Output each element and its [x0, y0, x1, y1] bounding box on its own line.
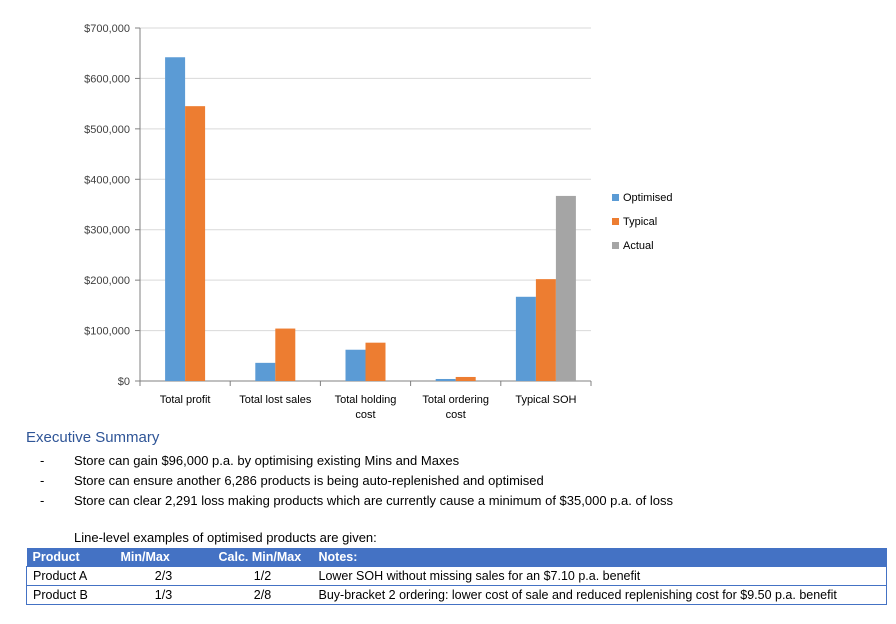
bar-optimised: [515, 296, 536, 381]
header-product: Product: [32, 550, 80, 564]
legend-swatch-actual: [612, 242, 619, 249]
bar-typical: [535, 279, 556, 381]
bullet-dash: -: [40, 493, 45, 508]
legend-swatch-optimised: [612, 194, 619, 201]
bar-optimised: [255, 362, 276, 381]
bullet-dash: -: [40, 473, 45, 488]
cell-notes: Lower SOH without missing sales for an $…: [312, 566, 887, 586]
examples-intro: Line-level examples of optimised product…: [74, 530, 377, 545]
category-label: cost: [355, 409, 375, 421]
legend-swatch-typical: [612, 218, 619, 225]
bar-typical: [365, 342, 386, 381]
y-tick-label: $700,000: [84, 23, 130, 35]
summary-bullets: - Store can gain $96,000 p.a. by optimisi…: [40, 451, 673, 511]
bar-typical: [275, 328, 296, 381]
bar-typical: [455, 376, 476, 381]
executive-summary-heading: Executive Summary: [26, 429, 160, 446]
table-row: Product B 1/3 2/8 Buy-bracket 2 ordering…: [26, 585, 887, 605]
cell-calc-min-max: 1/2: [212, 566, 313, 586]
bar-optimised: [345, 349, 366, 381]
category-label: Total lost sales: [239, 394, 312, 406]
legend-label: Typical: [623, 216, 657, 228]
y-tick-label: $100,000: [84, 326, 130, 338]
category-label: Total holding: [335, 394, 397, 406]
header-min-max: Min/Max: [120, 550, 170, 564]
summary-bullet-text: Store can clear 2,291 loss making produc…: [74, 493, 674, 508]
bar-optimised: [435, 378, 456, 381]
table-row: Product A 2/3 1/2 Lower SOH without miss…: [26, 566, 887, 586]
summary-bullet-text: Store can ensure another 6,286 products …: [74, 473, 544, 488]
cell-calc-min-max: 2/8: [212, 585, 313, 605]
cell-product: Product B: [26, 585, 115, 605]
y-tick-label: $0: [118, 376, 130, 388]
cell-product: Product A: [26, 566, 115, 586]
header-calc-min-max: Calc. Min/Max: [218, 550, 302, 564]
cell-notes: Buy-bracket 2 ordering: lower cost of sa…: [312, 585, 887, 605]
table-header-row: Product Min/Max Calc. Min/Max Notes:: [26, 548, 887, 567]
bar-actual: [555, 195, 576, 381]
bar-typical: [185, 106, 206, 382]
y-tick-label: $300,000: [84, 225, 130, 237]
summary-bullet: - Store can clear 2,291 loss making produ…: [40, 491, 673, 511]
y-tick-label: $500,000: [84, 124, 130, 136]
y-tick-label: $600,000: [84, 73, 130, 85]
summary-bullet: - Store can gain $96,000 p.a. by optimisi…: [40, 451, 673, 471]
examples-table: Product Min/Max Calc. Min/Max Notes: Pro…: [26, 548, 887, 605]
y-tick-label: $400,000: [84, 174, 130, 186]
category-label: Typical SOH: [515, 394, 576, 406]
header-notes: Notes:: [318, 550, 358, 564]
category-label: Total ordering: [422, 394, 489, 406]
category-label: Total profit: [160, 394, 211, 406]
cell-min-max: 1/3: [114, 585, 213, 605]
bar-chart: $0 $100,000 $200,000 $300,000 $400,000 $500,0…: [84, 23, 673, 421]
legend-label: Actual: [623, 240, 654, 252]
bullet-dash: -: [40, 453, 45, 468]
bar-optimised: [165, 57, 186, 382]
summary-bullet: - Store can ensure another 6,286 products…: [40, 471, 673, 491]
summary-bullet-text: Store can gain $96,000 p.a. by optimisin…: [74, 453, 460, 468]
category-label: cost: [446, 409, 466, 421]
cell-min-max: 2/3: [114, 566, 213, 586]
legend-label: Optimised: [623, 192, 673, 204]
y-tick-label: $200,000: [84, 275, 130, 287]
